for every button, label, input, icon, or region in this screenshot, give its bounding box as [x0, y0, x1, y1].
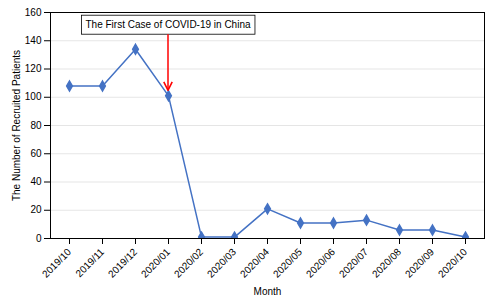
svg-text:100: 100 — [25, 91, 42, 102]
svg-text:2020/03: 2020/03 — [205, 246, 239, 280]
svg-text:0: 0 — [36, 233, 42, 244]
svg-text:The Number of Recruited Patien: The Number of Recruited Patients — [11, 50, 22, 201]
svg-text:2019/10: 2019/10 — [40, 246, 74, 280]
svg-text:60: 60 — [30, 148, 42, 159]
svg-text:2020/10: 2020/10 — [436, 246, 470, 280]
svg-text:2019/12: 2019/12 — [106, 246, 140, 280]
svg-text:2020/01: 2020/01 — [139, 246, 173, 280]
svg-text:2020/04: 2020/04 — [238, 246, 272, 280]
svg-text:2019/11: 2019/11 — [73, 246, 106, 279]
svg-text:The First Case of COVID-19 in: The First Case of COVID-19 in China — [85, 19, 250, 30]
svg-text:Month: Month — [254, 286, 282, 297]
svg-text:120: 120 — [25, 63, 42, 74]
svg-text:2020/06: 2020/06 — [304, 246, 338, 280]
svg-text:40: 40 — [30, 176, 42, 187]
svg-text:2020/07: 2020/07 — [337, 246, 371, 280]
svg-text:80: 80 — [30, 120, 42, 131]
svg-text:2020/09: 2020/09 — [403, 246, 437, 280]
svg-text:20: 20 — [30, 204, 42, 215]
svg-text:2020/05: 2020/05 — [271, 246, 305, 280]
svg-text:2020/08: 2020/08 — [370, 246, 404, 280]
svg-text:140: 140 — [25, 35, 42, 46]
svg-text:2020/02: 2020/02 — [172, 246, 206, 280]
svg-text:160: 160 — [25, 7, 42, 18]
